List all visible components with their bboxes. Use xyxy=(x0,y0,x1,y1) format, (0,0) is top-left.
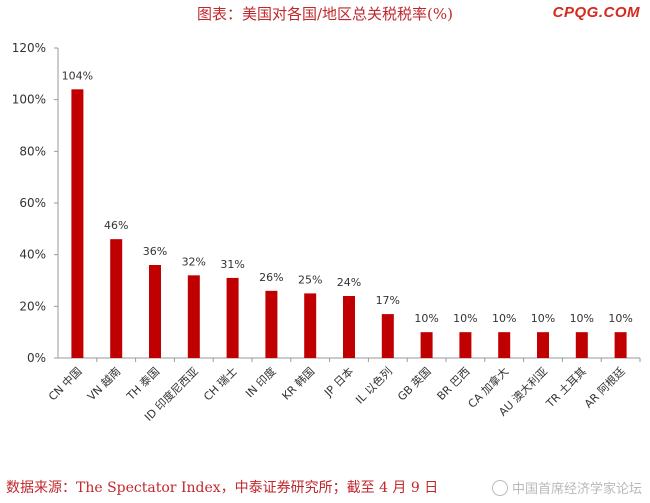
watermark-text: 中国首席经济学家论坛 xyxy=(511,482,642,497)
bar xyxy=(575,332,588,358)
category-label: IN 印度 xyxy=(242,364,278,400)
category-label: JP 日本 xyxy=(321,364,357,400)
category-label: BR 巴西 xyxy=(435,365,473,403)
y-tick-label: 40% xyxy=(19,248,46,262)
y-tick-label: 60% xyxy=(19,196,46,210)
data-label: 17% xyxy=(376,294,400,307)
category-label: CN 中国 xyxy=(46,365,84,403)
watermark: 中国首席经济学家论坛 xyxy=(491,478,642,497)
category-label: IL 以色列 xyxy=(353,364,395,406)
category-label: CH 瑞士 xyxy=(201,364,240,403)
y-tick-label: 100% xyxy=(12,93,46,107)
bar xyxy=(381,314,394,358)
data-label: 10% xyxy=(608,312,632,325)
data-label: 24% xyxy=(337,276,361,289)
bar xyxy=(226,277,239,358)
data-label: 10% xyxy=(414,312,438,325)
bar xyxy=(71,89,84,358)
category-label: TH 泰国 xyxy=(123,364,162,403)
data-label: 10% xyxy=(492,312,516,325)
category-label: AR 阿根廷 xyxy=(581,364,627,410)
category-label: GB 英国 xyxy=(394,364,433,403)
y-tick-label: 80% xyxy=(19,144,46,158)
bar xyxy=(343,296,355,358)
data-label: 32% xyxy=(182,255,206,268)
data-label: 104% xyxy=(62,69,93,82)
category-label: TR 土耳其 xyxy=(543,365,589,411)
data-label: 25% xyxy=(298,273,322,286)
y-tick-label: 0% xyxy=(27,351,46,365)
bar xyxy=(265,290,278,358)
bar xyxy=(110,239,123,358)
data-label: 31% xyxy=(220,258,244,271)
category-label: VN 越南 xyxy=(84,364,123,403)
data-label: 36% xyxy=(143,245,167,258)
bar xyxy=(498,332,511,358)
y-tick-label: 20% xyxy=(19,299,46,313)
chart-title: 图表：美国对各国/地区总关税税率(%) xyxy=(196,5,453,23)
data-label: 26% xyxy=(259,271,283,284)
bar xyxy=(187,275,200,358)
bar xyxy=(304,293,317,358)
category-label: KR 韩国 xyxy=(279,364,317,402)
bar xyxy=(149,265,161,358)
bar-chart: 0% 20% 40% 60% 80% 100% 120% 104% CN 中国 46% VN 越南 3… xyxy=(12,41,641,424)
data-label: 46% xyxy=(104,219,128,232)
y-tick-label: 120% xyxy=(12,41,46,55)
bar xyxy=(459,332,472,358)
source-note: 数据来源：The Spectator Index，中泰证券研究所；截至 4 月 … xyxy=(6,480,439,496)
brand-logo: CPQG.COM xyxy=(552,4,640,21)
bar xyxy=(420,332,433,358)
data-label: 10% xyxy=(531,312,555,325)
data-label: 10% xyxy=(453,312,477,325)
camera-icon xyxy=(491,480,508,496)
data-label: 10% xyxy=(570,312,594,325)
bar xyxy=(614,332,627,358)
bar xyxy=(537,332,549,358)
